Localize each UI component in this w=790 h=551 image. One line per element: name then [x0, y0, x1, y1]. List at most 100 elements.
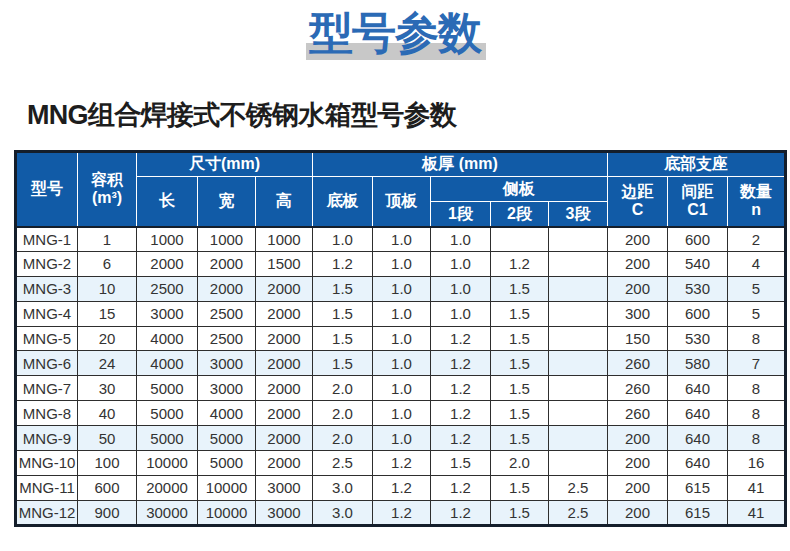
value-cell: 2000 [198, 251, 256, 276]
value-cell [549, 426, 608, 451]
header-volume: 容积 (m³) [78, 152, 137, 227]
value-cell: 900 [78, 500, 137, 525]
value-cell: 2000 [137, 251, 198, 276]
value-cell: 1.0 [313, 227, 373, 252]
model-cell: MNG-10 [16, 451, 78, 476]
value-cell: 1.2 [431, 376, 491, 401]
value-cell: 3.0 [313, 500, 373, 525]
value-cell [549, 276, 608, 301]
value-cell: 1.2 [373, 451, 431, 476]
value-cell [549, 451, 608, 476]
value-cell: 3000 [198, 376, 256, 401]
value-cell: 41 [728, 475, 786, 500]
value-cell [549, 326, 608, 351]
value-cell: 1.2 [431, 326, 491, 351]
value-cell: 1.2 [431, 351, 491, 376]
value-cell: 1.5 [491, 301, 549, 326]
value-cell: 2.5 [549, 475, 608, 500]
model-cell: MNG-3 [16, 276, 78, 301]
header-model: 型号 [16, 152, 78, 227]
header-support-group: 底部支座 [608, 152, 786, 177]
value-cell: 200 [608, 276, 668, 301]
value-cell: 1.0 [373, 251, 431, 276]
table-row: MNG-111000100010001.01.01.02006002 [16, 227, 786, 252]
value-cell: 1.0 [373, 376, 431, 401]
value-cell: 2000 [256, 351, 313, 376]
value-cell: 2000 [256, 326, 313, 351]
value-cell: 8 [728, 376, 786, 401]
value-cell: 3000 [256, 500, 313, 525]
header-length: 长 [137, 177, 198, 227]
value-cell [549, 401, 608, 426]
value-cell: 2.5 [313, 451, 373, 476]
value-cell [549, 227, 608, 252]
value-cell: 2000 [256, 301, 313, 326]
value-cell: 600 [78, 475, 137, 500]
value-cell: 4000 [137, 326, 198, 351]
value-cell: 3.0 [313, 475, 373, 500]
table-row: MNG-11600200001000030003.01.21.21.52.520… [16, 475, 786, 500]
value-cell: 1.0 [431, 301, 491, 326]
value-cell: 1.5 [431, 451, 491, 476]
header-height: 高 [256, 177, 313, 227]
value-cell: 1.0 [373, 227, 431, 252]
value-cell: 5000 [137, 426, 198, 451]
value-cell: 5000 [137, 376, 198, 401]
value-cell: 200 [608, 500, 668, 525]
value-cell: 200 [608, 227, 668, 252]
page-title: 型号参数 [0, 11, 790, 55]
value-cell: 5000 [198, 451, 256, 476]
value-cell: 1.2 [491, 251, 549, 276]
value-cell: 530 [668, 276, 728, 301]
value-cell: 2000 [256, 426, 313, 451]
value-cell: 10000 [198, 475, 256, 500]
value-cell: 10000 [198, 500, 256, 525]
value-cell [549, 251, 608, 276]
value-cell: 41 [728, 500, 786, 525]
table-row: MNG-3102500200020001.51.01.01.52005305 [16, 276, 786, 301]
value-cell: 615 [668, 500, 728, 525]
value-cell: 640 [668, 426, 728, 451]
table-row: MNG-8405000400020002.01.01.21.52606408 [16, 401, 786, 426]
value-cell: 1.5 [313, 351, 373, 376]
header-margin-c: 边距 C [608, 177, 668, 227]
value-cell: 5 [728, 301, 786, 326]
table-body: MNG-111000100010001.01.01.02006002MNG-26… [16, 227, 786, 526]
header-thickness-group: 板厚 (mm) [313, 152, 608, 177]
table-row: MNG-262000200015001.21.01.01.22005404 [16, 251, 786, 276]
header-spacing-c1: 间距 C1 [668, 177, 728, 227]
value-cell [549, 376, 608, 401]
value-cell: 600 [668, 301, 728, 326]
value-cell: 3000 [137, 301, 198, 326]
value-cell: 8 [728, 401, 786, 426]
spec-table: 型号 容积 (m³) 尺寸(mm) 板厚 (mm) 底部支座 长 宽 高 底板 … [14, 150, 787, 527]
value-cell: 2000 [198, 276, 256, 301]
value-cell: 150 [608, 326, 668, 351]
header-qty-n: 数量 n [728, 177, 786, 227]
header-seg1: 1段 [431, 202, 491, 227]
value-cell: 530 [668, 326, 728, 351]
value-cell: 40 [78, 401, 137, 426]
value-cell: 1.2 [373, 475, 431, 500]
model-cell: MNG-11 [16, 475, 78, 500]
value-cell: 20 [78, 326, 137, 351]
value-cell: 2.0 [313, 426, 373, 451]
value-cell: 3000 [256, 475, 313, 500]
value-cell: 580 [668, 351, 728, 376]
model-cell: MNG-9 [16, 426, 78, 451]
value-cell: 4000 [198, 401, 256, 426]
value-cell: 2.0 [313, 376, 373, 401]
model-cell: MNG-4 [16, 301, 78, 326]
value-cell: 615 [668, 475, 728, 500]
value-cell: 2000 [256, 451, 313, 476]
value-cell: 7 [728, 351, 786, 376]
value-cell: 1.5 [491, 276, 549, 301]
value-cell: 2.0 [491, 451, 549, 476]
value-cell: 1.0 [431, 251, 491, 276]
value-cell: 1 [78, 227, 137, 252]
table-row: MNG-6244000300020001.51.01.21.52605807 [16, 351, 786, 376]
table-row: MNG-9505000500020002.01.01.21.52006408 [16, 426, 786, 451]
value-cell: 2000 [256, 401, 313, 426]
value-cell: 300 [608, 301, 668, 326]
value-cell: 260 [608, 376, 668, 401]
